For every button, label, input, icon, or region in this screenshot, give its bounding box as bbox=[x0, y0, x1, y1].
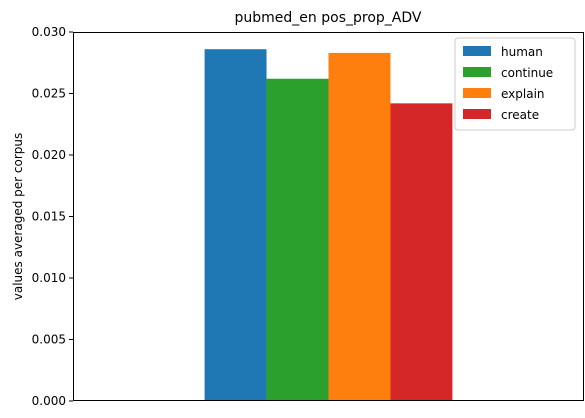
bar-continue bbox=[266, 78, 329, 402]
legend-box bbox=[454, 37, 576, 131]
y-axis-ticks: 0.000 0.005 0.010 0.015 0.020 0.025 0.030 bbox=[32, 25, 73, 408]
y-tick-label: 0.015 bbox=[32, 210, 66, 224]
legend: human continue explain create bbox=[454, 37, 576, 131]
y-tick-label: 0.020 bbox=[32, 148, 66, 162]
legend-swatch-continue bbox=[463, 67, 491, 77]
legend-label-continue: continue bbox=[501, 66, 553, 80]
y-tick-label: 0.000 bbox=[32, 394, 66, 408]
chart-title: pubmed_en pos_prop_ADV bbox=[235, 10, 422, 26]
y-tick-label: 0.010 bbox=[32, 271, 66, 285]
bar-explain bbox=[328, 52, 391, 401]
legend-swatch-explain bbox=[463, 88, 491, 98]
bar-create bbox=[390, 103, 453, 401]
y-tick-label: 0.030 bbox=[32, 25, 66, 39]
legend-swatch-create bbox=[463, 109, 491, 119]
legend-label-create: create bbox=[501, 108, 539, 122]
y-tick-label: 0.005 bbox=[32, 333, 66, 347]
bars-group bbox=[204, 49, 453, 402]
legend-label-human: human bbox=[501, 45, 543, 59]
plot-frame bbox=[73, 32, 584, 401]
bar-human bbox=[204, 49, 267, 401]
legend-label-explain: explain bbox=[501, 87, 545, 101]
legend-swatch-human bbox=[463, 46, 491, 56]
y-tick-label: 0.025 bbox=[32, 87, 66, 101]
y-axis-label: values averaged per corpus bbox=[11, 133, 25, 301]
